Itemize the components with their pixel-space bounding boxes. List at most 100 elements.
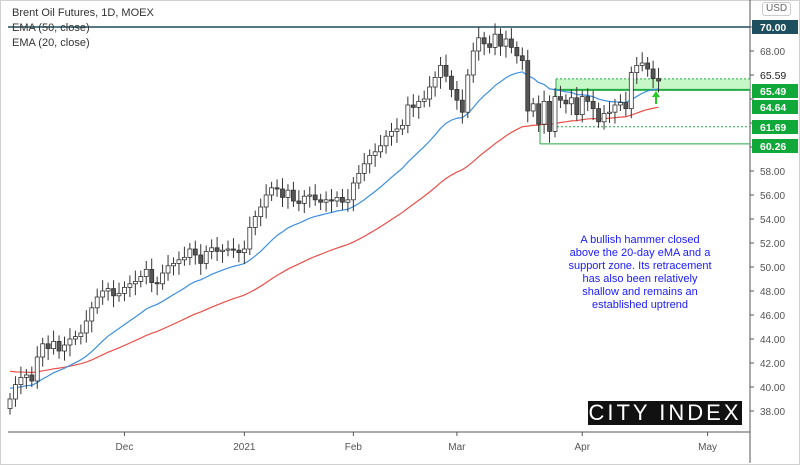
up-arrow-icon — [652, 91, 660, 97]
candle-body — [301, 195, 307, 204]
candle-body — [590, 101, 596, 110]
candle-body — [547, 101, 552, 132]
candle-body — [361, 163, 367, 174]
ema20-line — [9, 71, 659, 389]
candle-body — [231, 248, 236, 251]
candle-body — [345, 199, 351, 203]
x-tick-label: Apr — [574, 442, 590, 453]
candle-body — [241, 248, 247, 253]
candle-body — [541, 101, 547, 125]
candle-body — [209, 247, 215, 252]
candle-body — [149, 268, 155, 283]
candle-body — [13, 384, 18, 400]
candle-body — [154, 282, 160, 285]
candle-body — [312, 194, 318, 201]
candle-body — [122, 286, 127, 294]
candle-body — [51, 340, 56, 349]
price-label: 65.59 — [760, 70, 786, 82]
candle-body — [498, 33, 503, 47]
candle-body — [176, 259, 182, 264]
candle-body — [356, 172, 362, 184]
y-tick-label: 38.00 — [760, 407, 785, 418]
candle-body — [552, 96, 558, 132]
candle-body — [73, 336, 78, 340]
price-label: 60.26 — [760, 141, 786, 153]
candle-body — [443, 65, 449, 77]
ema50-line — [9, 106, 659, 374]
candle-body — [438, 65, 443, 78]
price-label: 64.64 — [760, 102, 786, 114]
candle-body — [607, 111, 612, 114]
candle-body — [40, 343, 46, 358]
legend-title: Brent Oil Futures, 1D, MOEX — [12, 7, 154, 19]
candle-body — [394, 128, 400, 132]
candle-body — [383, 135, 389, 147]
candle-body — [89, 307, 95, 322]
candle-body — [290, 189, 296, 202]
candle-body — [143, 268, 149, 277]
candle-body — [334, 196, 340, 202]
candle-body — [62, 344, 67, 352]
candle-body — [269, 187, 275, 196]
candle-body — [596, 108, 601, 123]
y-tick-label: 58.00 — [760, 167, 785, 178]
candle-body — [263, 194, 269, 208]
candle-body — [307, 194, 313, 197]
candle-body — [105, 288, 111, 292]
candle-body — [247, 226, 253, 250]
legend: Brent Oil Futures, 1D, MOEX EMA (50, clo… — [12, 6, 154, 51]
candle-body — [350, 182, 356, 201]
candle-body — [192, 248, 198, 256]
candle-body — [449, 75, 454, 90]
candle-body — [399, 125, 405, 130]
candle-body — [220, 249, 225, 252]
candle-body — [23, 374, 29, 378]
price-label-bg — [752, 84, 798, 98]
x-tick-label: Mar — [448, 442, 466, 453]
y-tick-label: 54.00 — [760, 215, 785, 226]
candle-body — [645, 62, 651, 70]
candle-body — [7, 398, 13, 409]
candle-body — [389, 130, 394, 137]
candle-body — [296, 200, 302, 204]
candle-body — [198, 254, 204, 264]
candle-body — [454, 89, 460, 101]
candle-body — [83, 320, 89, 334]
candle-body — [258, 206, 264, 217]
candle-body — [427, 86, 433, 100]
candle-body — [558, 96, 563, 101]
candle-body — [318, 199, 324, 203]
candle-body — [656, 78, 661, 82]
candle-body — [530, 103, 536, 112]
candle-body — [634, 65, 640, 74]
candle-body — [214, 247, 220, 252]
candle-body — [536, 103, 542, 125]
candle-body — [274, 187, 280, 190]
candle-body — [34, 356, 40, 382]
y-tick-label: 48.00 — [760, 287, 785, 298]
candle-body — [476, 37, 482, 52]
legend-ema50[interactable]: EMA (50, close) — [12, 22, 90, 34]
candle-body — [165, 265, 171, 274]
candle-body — [323, 199, 329, 203]
legend-ema20[interactable]: EMA (20, close) — [12, 37, 90, 49]
candle-body — [563, 99, 569, 105]
x-tick-label: Dec — [116, 442, 134, 453]
candle-body — [405, 104, 411, 126]
price-label-bg — [752, 120, 798, 134]
candle-body — [187, 248, 193, 258]
candle-body — [639, 62, 645, 66]
candle-body — [628, 72, 634, 109]
candle-body — [127, 283, 133, 288]
candle-body — [132, 280, 138, 285]
annotation-text: A bullish hammer closed above the 20-day… — [568, 234, 712, 311]
y-tick-label: 68.00 — [760, 47, 785, 58]
candle-body — [465, 74, 471, 113]
candle-body — [492, 33, 498, 48]
candle-body — [29, 374, 35, 382]
candle-body — [116, 292, 122, 297]
x-tick-label: May — [698, 442, 717, 453]
candle-body — [18, 376, 24, 385]
candle-body — [410, 104, 416, 108]
